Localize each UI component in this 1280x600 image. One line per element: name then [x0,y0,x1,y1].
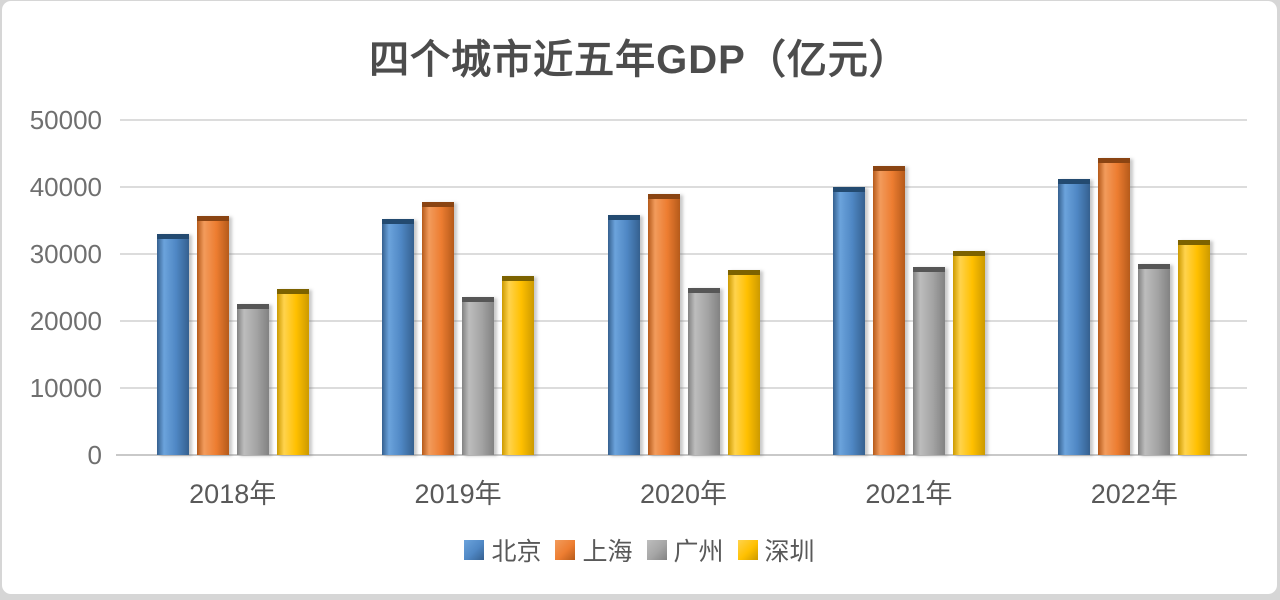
bar-shanghai-2021 [872,166,905,455]
x-axis-label-2018: 2018年 [189,479,277,509]
bar-shanghai-2022 [1098,157,1131,455]
legend-item-beijing: 北京 [464,532,541,568]
legend-item-shenzhen: 深圳 [737,532,815,568]
legend-marker-guangzhou [646,540,667,560]
y-axis-label-40000: 40000 [29,172,102,202]
x-axis-label-2020: 2020年 [639,479,728,509]
bar-shanghai-2019 [422,202,455,455]
bar-guangzhou-2021 [912,267,945,455]
legend-item-shanghai: 上海 [555,532,633,568]
y-axis-label-50000: 50000 [29,105,102,135]
gridline-50000 [120,119,1247,121]
bar-shanghai-2018 [196,215,229,455]
bar-beijing-2019 [382,218,415,455]
chart-legend: 北京 上海 广州 深圳 [2,532,1277,568]
y-axis-label-30000: 30000 [29,239,102,269]
y-axis-label-10000: 10000 [29,373,102,403]
plot-area [116,119,1247,456]
y-axis-label-0: 0 [87,440,102,470]
bar-shenzhen-2019 [502,276,535,455]
bar-shenzhen-2018 [276,288,309,455]
gridline-10000 [120,387,1247,389]
y-axis-label-20000: 20000 [29,306,102,336]
bar-guangzhou-2019 [462,296,495,455]
bar-guangzhou-2020 [687,288,720,455]
legend-label-beijing: 北京 [491,538,542,566]
legend-marker-shenzhen [737,540,758,560]
bar-shenzhen-2022 [1178,239,1211,455]
legend-label-shanghai: 上海 [582,538,633,566]
legend-label-shenzhen: 深圳 [764,538,815,566]
x-axis-label-2021: 2021年 [865,479,953,509]
legend-marker-beijing [464,540,485,560]
gridline-40000 [120,186,1247,188]
legend-label-guangzhou: 广州 [673,538,724,566]
legend-item-guangzhou: 广州 [646,532,724,568]
bar-beijing-2018 [156,233,189,455]
bar-shenzhen-2020 [727,270,760,455]
gridline-30000 [120,253,1247,255]
bar-beijing-2021 [832,187,865,455]
legend-marker-shanghai [555,540,576,560]
x-axis-line [116,454,1247,456]
bar-beijing-2022 [1058,178,1091,455]
bar-shanghai-2020 [647,194,680,455]
bar-guangzhou-2022 [1138,264,1171,455]
bar-guangzhou-2018 [236,304,269,455]
chart-title: 四个城市近五年GDP（亿元） [369,38,910,82]
gridline-20000 [120,320,1247,322]
x-axis-label-2022: 2022年 [1090,479,1178,509]
x-axis-label-2019: 2019年 [414,479,502,509]
bar-beijing-2020 [607,215,640,455]
bar-shenzhen-2021 [952,251,985,455]
